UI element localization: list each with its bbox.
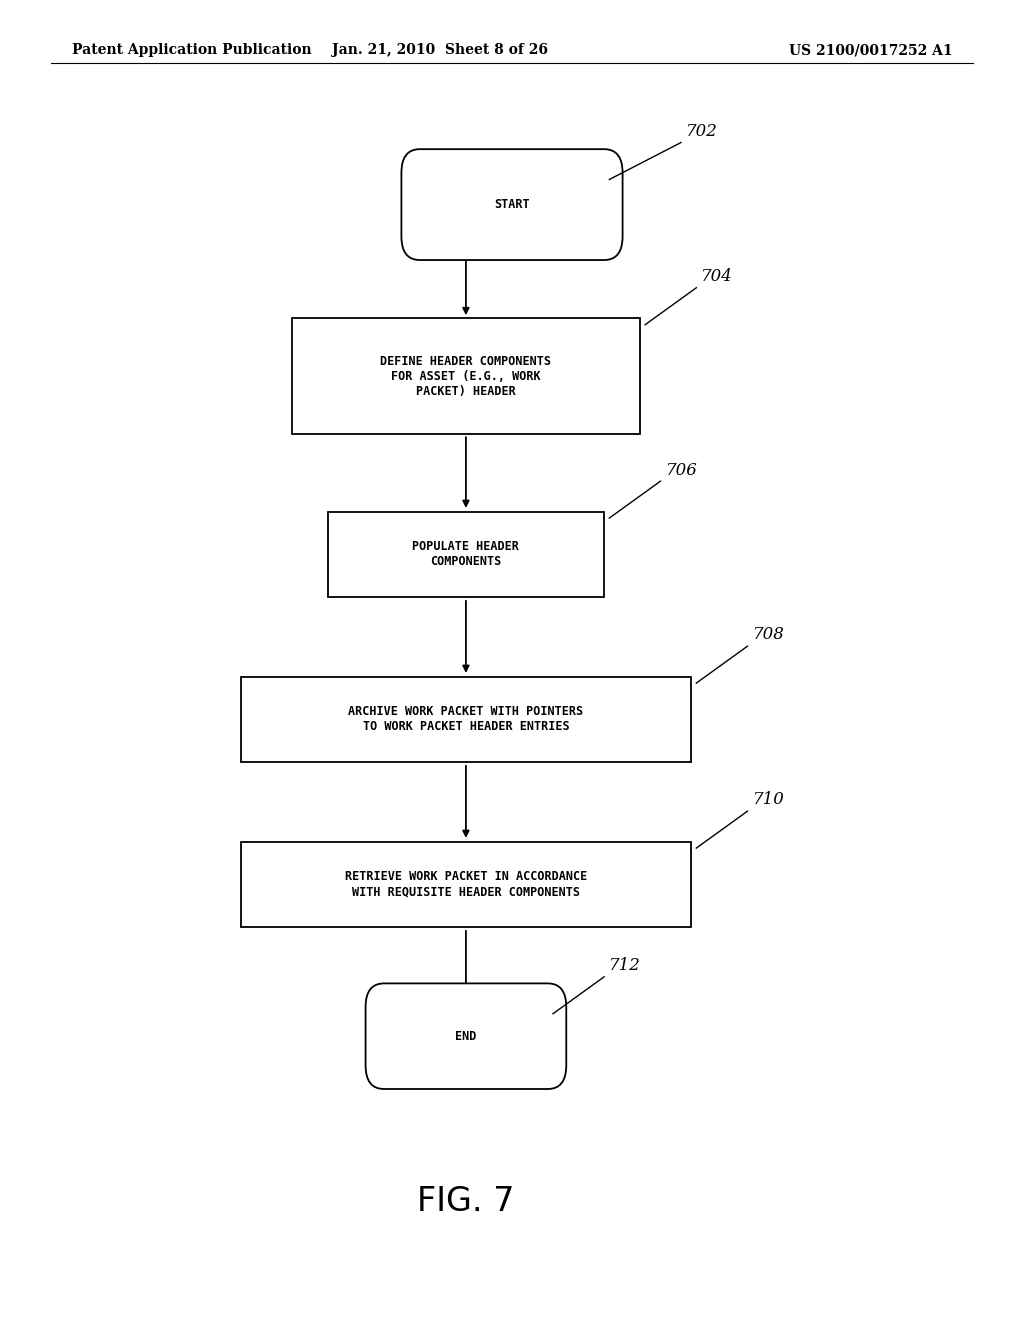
Text: Jan. 21, 2010  Sheet 8 of 26: Jan. 21, 2010 Sheet 8 of 26	[333, 44, 548, 57]
Text: START: START	[495, 198, 529, 211]
Bar	[292, 318, 640, 434]
Text: 702: 702	[686, 123, 718, 140]
Text: POPULATE HEADER
COMPONENTS: POPULATE HEADER COMPONENTS	[413, 540, 519, 569]
Text: 706: 706	[666, 462, 697, 479]
Text: 708: 708	[753, 627, 784, 643]
Text: END: END	[456, 1030, 476, 1043]
Bar	[241, 677, 691, 763]
Text: RETRIEVE WORK PACKET IN ACCORDANCE
WITH REQUISITE HEADER COMPONENTS: RETRIEVE WORK PACKET IN ACCORDANCE WITH …	[345, 870, 587, 899]
Text: 704: 704	[701, 268, 733, 285]
Text: FIG. 7: FIG. 7	[417, 1185, 515, 1217]
Bar	[241, 842, 691, 927]
FancyBboxPatch shape	[366, 983, 566, 1089]
Text: US 2100/0017252 A1: US 2100/0017252 A1	[788, 44, 952, 57]
Text: ARCHIVE WORK PACKET WITH POINTERS
TO WORK PACKET HEADER ENTRIES: ARCHIVE WORK PACKET WITH POINTERS TO WOR…	[348, 705, 584, 734]
Text: 712: 712	[609, 957, 641, 974]
Text: 710: 710	[753, 792, 784, 808]
Bar	[328, 511, 604, 597]
Text: Patent Application Publication: Patent Application Publication	[72, 44, 311, 57]
Text: DEFINE HEADER COMPONENTS
FOR ASSET (E.G., WORK
PACKET) HEADER: DEFINE HEADER COMPONENTS FOR ASSET (E.G.…	[381, 355, 551, 397]
FancyBboxPatch shape	[401, 149, 623, 260]
